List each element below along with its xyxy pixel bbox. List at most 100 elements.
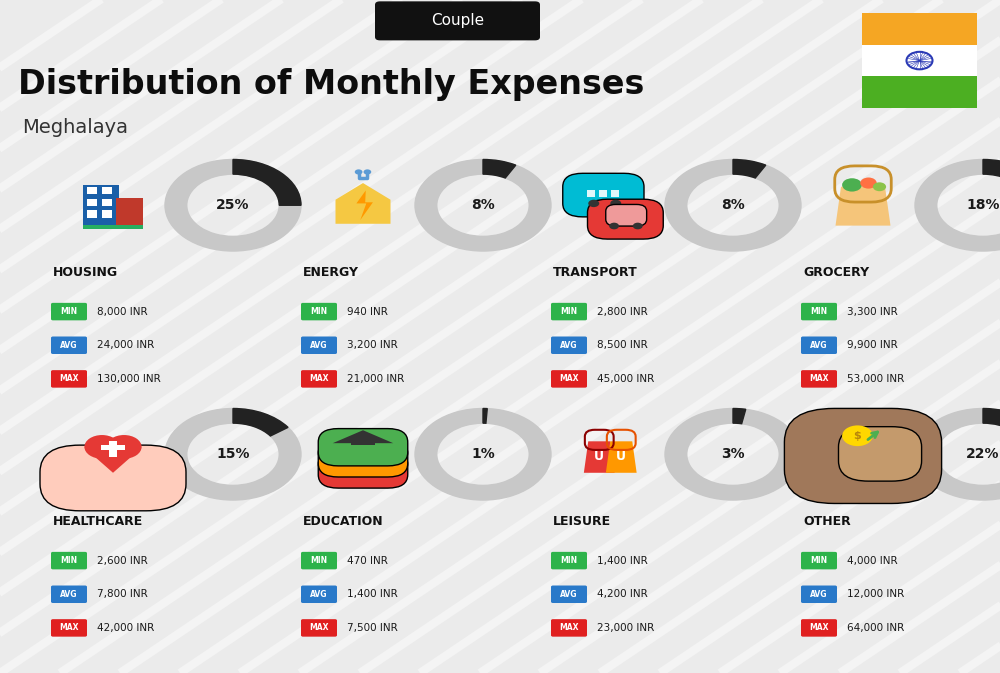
Text: 22%: 22% [966,448,1000,461]
Text: AVG: AVG [60,341,78,350]
Text: 8,500 INR: 8,500 INR [597,341,648,350]
Text: 8,000 INR: 8,000 INR [97,307,148,316]
Wedge shape [415,160,551,251]
FancyBboxPatch shape [51,370,87,388]
FancyBboxPatch shape [318,451,408,488]
Wedge shape [983,409,1000,448]
Circle shape [588,200,599,207]
Text: Couple: Couple [431,13,484,28]
Text: 18%: 18% [966,199,1000,212]
Text: MIN: MIN [310,556,328,565]
Text: AVG: AVG [810,590,828,599]
Circle shape [355,170,362,174]
Circle shape [106,435,142,459]
FancyBboxPatch shape [51,552,87,569]
Text: 12,000 INR: 12,000 INR [847,590,904,599]
Text: AVG: AVG [560,590,578,599]
Text: MAX: MAX [59,374,79,384]
Text: 8%: 8% [721,199,745,212]
Text: MIN: MIN [310,307,328,316]
FancyBboxPatch shape [40,445,186,511]
Text: 3,300 INR: 3,300 INR [847,307,898,316]
Text: 4,200 INR: 4,200 INR [597,590,648,599]
Text: $: $ [854,431,861,441]
Text: 25%: 25% [216,199,250,212]
FancyBboxPatch shape [301,619,337,637]
FancyBboxPatch shape [801,303,837,320]
Bar [351,437,375,445]
FancyBboxPatch shape [318,439,408,477]
FancyBboxPatch shape [801,370,837,388]
Text: EDUCATION: EDUCATION [303,515,384,528]
FancyBboxPatch shape [301,586,337,603]
Wedge shape [733,409,746,424]
Text: MIN: MIN [60,556,78,565]
Text: 7,500 INR: 7,500 INR [347,623,398,633]
Text: MAX: MAX [309,623,329,633]
Wedge shape [983,160,1000,192]
Text: HEALTHCARE: HEALTHCARE [53,515,143,528]
Text: AVG: AVG [310,590,328,599]
FancyBboxPatch shape [51,336,87,354]
Wedge shape [483,160,516,178]
Wedge shape [165,409,301,500]
Circle shape [609,223,619,229]
Bar [116,198,143,225]
Text: 21,000 INR: 21,000 INR [347,374,404,384]
Bar [587,190,595,197]
Circle shape [610,200,621,207]
Bar [87,199,96,206]
Text: 470 INR: 470 INR [347,556,388,565]
FancyBboxPatch shape [551,586,587,603]
Bar [83,185,119,225]
Bar [101,445,125,450]
Text: 7,800 INR: 7,800 INR [97,590,148,599]
Text: MIN: MIN [60,307,78,316]
FancyBboxPatch shape [551,619,587,637]
FancyBboxPatch shape [51,303,87,320]
Circle shape [842,425,873,446]
FancyBboxPatch shape [301,552,337,569]
FancyBboxPatch shape [801,336,837,354]
Text: 2,600 INR: 2,600 INR [97,556,148,565]
FancyBboxPatch shape [551,303,587,320]
Text: 45,000 INR: 45,000 INR [597,374,654,384]
FancyBboxPatch shape [51,586,87,603]
Circle shape [364,170,371,174]
Wedge shape [165,160,301,251]
Text: 42,000 INR: 42,000 INR [97,623,154,633]
FancyBboxPatch shape [606,205,647,226]
Circle shape [873,182,886,191]
Wedge shape [665,160,801,251]
FancyBboxPatch shape [784,409,942,503]
Text: MAX: MAX [59,623,79,633]
Bar [599,190,607,197]
Text: 940 INR: 940 INR [347,307,388,316]
Text: 4,000 INR: 4,000 INR [847,556,898,565]
Text: 2,800 INR: 2,800 INR [597,307,648,316]
FancyBboxPatch shape [551,336,587,354]
Text: MAX: MAX [559,623,579,633]
Bar [87,211,96,218]
FancyBboxPatch shape [301,370,337,388]
Wedge shape [233,409,288,436]
FancyBboxPatch shape [551,370,587,388]
Text: 64,000 INR: 64,000 INR [847,623,904,633]
Text: Distribution of Monthly Expenses: Distribution of Monthly Expenses [18,67,644,101]
Text: HOUSING: HOUSING [53,266,118,279]
Polygon shape [584,441,615,472]
Text: ENERGY: ENERGY [303,266,359,279]
Text: MIN: MIN [810,556,828,565]
Circle shape [860,178,877,188]
Text: 53,000 INR: 53,000 INR [847,374,904,384]
Polygon shape [333,430,393,443]
FancyBboxPatch shape [301,336,337,354]
Text: 9,900 INR: 9,900 INR [847,341,898,350]
Text: MIN: MIN [560,307,578,316]
Text: GROCERY: GROCERY [803,266,869,279]
Text: OTHER: OTHER [803,515,851,528]
Wedge shape [665,409,801,500]
FancyBboxPatch shape [375,1,540,40]
FancyBboxPatch shape [563,174,644,217]
Text: Meghalaya: Meghalaya [22,118,128,137]
